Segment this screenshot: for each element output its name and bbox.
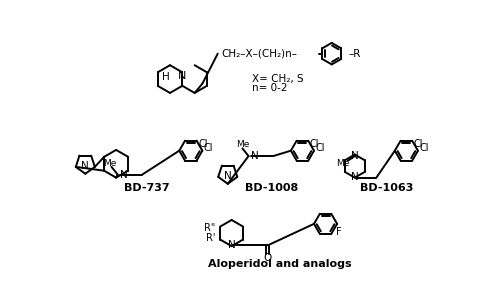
Text: H: H: [162, 72, 170, 82]
Text: R": R": [204, 223, 216, 233]
Text: N: N: [228, 240, 235, 250]
Text: Me: Me: [336, 159, 349, 168]
Text: N: N: [351, 151, 358, 161]
Text: BD-1063: BD-1063: [360, 183, 414, 193]
Text: N: N: [351, 172, 358, 182]
Text: Aloperidol and analogs: Aloperidol and analogs: [208, 259, 351, 269]
Text: N: N: [224, 171, 232, 181]
Text: Cl: Cl: [204, 143, 214, 153]
Text: BD-1008: BD-1008: [245, 183, 298, 193]
Text: N: N: [82, 161, 89, 171]
Text: N: N: [251, 151, 258, 161]
Text: O: O: [264, 253, 272, 263]
Text: R': R': [206, 233, 216, 243]
Text: Me: Me: [236, 140, 249, 149]
Text: –R: –R: [348, 49, 361, 59]
Text: Cl: Cl: [310, 139, 320, 149]
Text: Cl: Cl: [316, 143, 325, 153]
Text: BD-737: BD-737: [124, 183, 170, 193]
Text: X= CH₂, S: X= CH₂, S: [252, 74, 304, 84]
Text: Me: Me: [104, 159, 117, 168]
Text: Cl: Cl: [414, 139, 423, 149]
Text: N: N: [178, 71, 186, 81]
Text: Cl: Cl: [198, 139, 207, 149]
Text: Cl: Cl: [420, 143, 429, 153]
Text: F: F: [336, 227, 342, 237]
Text: n= 0-2: n= 0-2: [252, 83, 288, 93]
Text: CH₂–X–(CH₂)n–: CH₂–X–(CH₂)n–: [222, 49, 298, 59]
Text: N: N: [120, 170, 128, 180]
